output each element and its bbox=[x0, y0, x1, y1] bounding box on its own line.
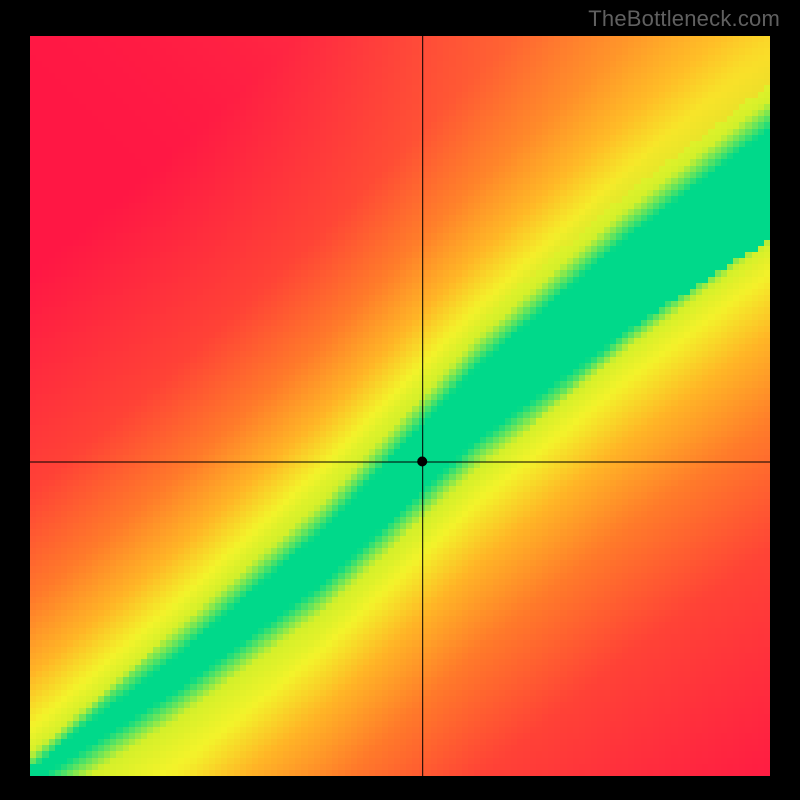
heatmap-canvas bbox=[30, 36, 770, 776]
chart-container: TheBottleneck.com bbox=[0, 0, 800, 800]
heatmap-plot bbox=[30, 36, 770, 776]
watermark-text: TheBottleneck.com bbox=[588, 6, 780, 32]
